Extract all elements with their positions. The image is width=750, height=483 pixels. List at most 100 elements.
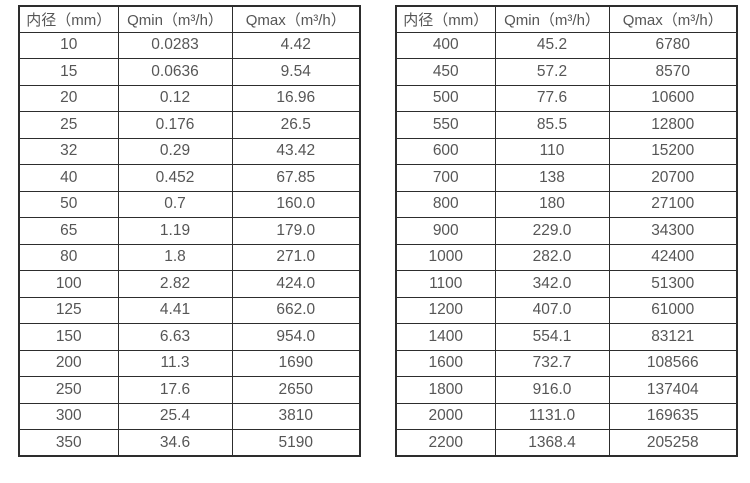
table-cell: 0.0283 [117,31,233,59]
table-cell: 5190 [231,429,361,457]
table-cell: 550 [395,111,496,139]
table-cell: 45.2 [494,31,610,59]
table-row: 15 0.0636 9.54 [18,58,361,86]
table-row: 1100 342.0 51300 [395,270,738,298]
table-cell: 250 [18,376,119,404]
table-row: 600 110 15200 [395,137,738,165]
table-cell: 554.1 [494,323,610,351]
table-row: 1600 732.7 108566 [395,349,738,377]
table-row: 40 0.452 67.85 [18,164,361,192]
table-cell: 32 [18,137,119,165]
diameter-flow-table-right: 内径（mm） Qmin（m³/h） Qmax（m³/h） 400 45.2 6780 450… [395,5,738,457]
table-row: 550 85.5 12800 [395,111,738,139]
table-cell: 4.42 [231,31,361,59]
table-cell: 0.7 [117,190,233,218]
table-cell: 150 [18,323,119,351]
table-row: 150 6.63 954.0 [18,323,361,351]
table-cell: 15 [18,58,119,86]
table-cell: 1690 [231,349,361,377]
table-cell: 2000 [395,402,496,430]
table-cell: 0.452 [117,164,233,192]
table-cell: 424.0 [231,270,361,298]
table-row: 100 2.82 424.0 [18,270,361,298]
table-cell: 1800 [395,376,496,404]
table-cell: 50 [18,190,119,218]
table-cell: 1400 [395,323,496,351]
table-row: 900 229.0 34300 [395,217,738,245]
table-row: 200 11.3 1690 [18,349,361,377]
table-cell: 350 [18,429,119,457]
table-cell: 200 [18,349,119,377]
column-header: 内径（mm） [395,5,496,33]
column-header: 内径（mm） [18,5,119,33]
table-cell: 57.2 [494,58,610,86]
table-row: 1000 282.0 42400 [395,243,738,271]
table-row: 32 0.29 43.42 [18,137,361,165]
table-cell: 271.0 [231,243,361,271]
table-cell: 108566 [608,349,738,377]
column-header: Qmin（m³/h） [494,5,610,33]
table-cell: 916.0 [494,376,610,404]
table-row: 25 0.176 26.5 [18,111,361,139]
table-cell: 3810 [231,402,361,430]
table-cell: 1131.0 [494,402,610,430]
table-cell: 6780 [608,31,738,59]
table-cell: 160.0 [231,190,361,218]
table-cell: 1000 [395,243,496,271]
table-cell: 10 [18,31,119,59]
table-cell: 600 [395,137,496,165]
table-cell: 1368.4 [494,429,610,457]
table-cell: 100 [18,270,119,298]
table-cell: 20700 [608,164,738,192]
table-cell: 40 [18,164,119,192]
table-cell: 11.3 [117,349,233,377]
table-cell: 25 [18,111,119,139]
table-cell: 662.0 [231,296,361,324]
table-row: 80 1.8 271.0 [18,243,361,271]
table-cell: 0.12 [117,84,233,112]
table-cell: 1600 [395,349,496,377]
table-cell: 1100 [395,270,496,298]
diameter-flow-table-left: 内径（mm） Qmin（m³/h） Qmax（m³/h） 10 0.0283 4.42 15… [18,5,361,457]
table-cell: 8570 [608,58,738,86]
page: 内径（mm） Qmin（m³/h） Qmax（m³/h） 10 0.0283 4.42 15… [18,5,738,457]
table-cell: 80 [18,243,119,271]
table-cell: 0.29 [117,137,233,165]
table-cell: 954.0 [231,323,361,351]
table-cell: 17.6 [117,376,233,404]
table-cell: 67.85 [231,164,361,192]
table-cell: 229.0 [494,217,610,245]
table-cell: 450 [395,58,496,86]
table-row: 65 1.19 179.0 [18,217,361,245]
table-cell: 61000 [608,296,738,324]
table-cell: 6.63 [117,323,233,351]
table-cell: 43.42 [231,137,361,165]
table-cell: 83121 [608,323,738,351]
table-cell: 65 [18,217,119,245]
table-cell: 4.41 [117,296,233,324]
table-row: 700 138 20700 [395,164,738,192]
table-cell: 282.0 [494,243,610,271]
table-cell: 179.0 [231,217,361,245]
table-cell: 0.0636 [117,58,233,86]
table-row: 500 77.6 10600 [395,84,738,112]
table-cell: 500 [395,84,496,112]
column-header: Qmax（m³/h） [231,5,361,33]
table-cell: 20 [18,84,119,112]
column-header: Qmax（m³/h） [608,5,738,33]
table-cell: 12800 [608,111,738,139]
table-row: 10 0.0283 4.42 [18,31,361,59]
table-cell: 800 [395,190,496,218]
table-cell: 407.0 [494,296,610,324]
table-cell: 110 [494,137,610,165]
table-row: 450 57.2 8570 [395,58,738,86]
table-cell: 2650 [231,376,361,404]
table-cell: 51300 [608,270,738,298]
table-cell: 400 [395,31,496,59]
table-cell: 34300 [608,217,738,245]
table-cell: 15200 [608,137,738,165]
table-cell: 25.4 [117,402,233,430]
table-cell: 42400 [608,243,738,271]
table-cell: 342.0 [494,270,610,298]
table-row: 800 180 27100 [395,190,738,218]
